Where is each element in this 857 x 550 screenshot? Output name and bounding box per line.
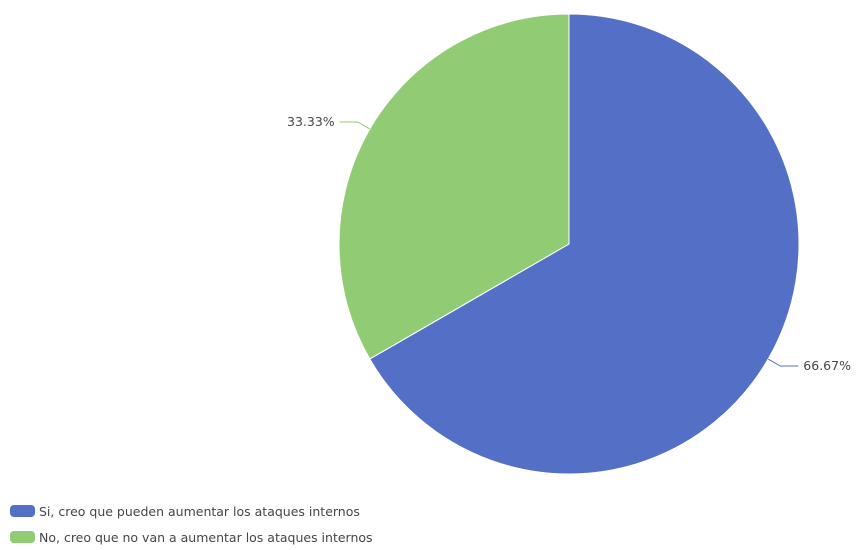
legend-item-si[interactable]: Si, creo que pueden aumentar los ataques… <box>10 498 373 524</box>
label-line-1 <box>339 121 371 130</box>
pie-chart: 66.67% 33.33% <box>287 13 851 475</box>
legend-swatch-si <box>10 505 35 517</box>
slice-label-1: 33.33% <box>287 114 335 129</box>
pie-slice-0[interactable] <box>369 13 800 475</box>
label-line-0 <box>767 358 799 367</box>
slice-label-0: 66.67% <box>803 358 851 373</box>
legend-item-no[interactable]: No, creo que no van a aumentar los ataqu… <box>10 524 373 550</box>
legend: Si, creo que pueden aumentar los ataques… <box>10 498 373 550</box>
legend-label-no: No, creo que no van a aumentar los ataqu… <box>39 529 373 545</box>
legend-label-si: Si, creo que pueden aumentar los ataques… <box>39 503 360 519</box>
legend-swatch-no <box>10 531 35 543</box>
pie-slice-1[interactable] <box>338 13 570 360</box>
